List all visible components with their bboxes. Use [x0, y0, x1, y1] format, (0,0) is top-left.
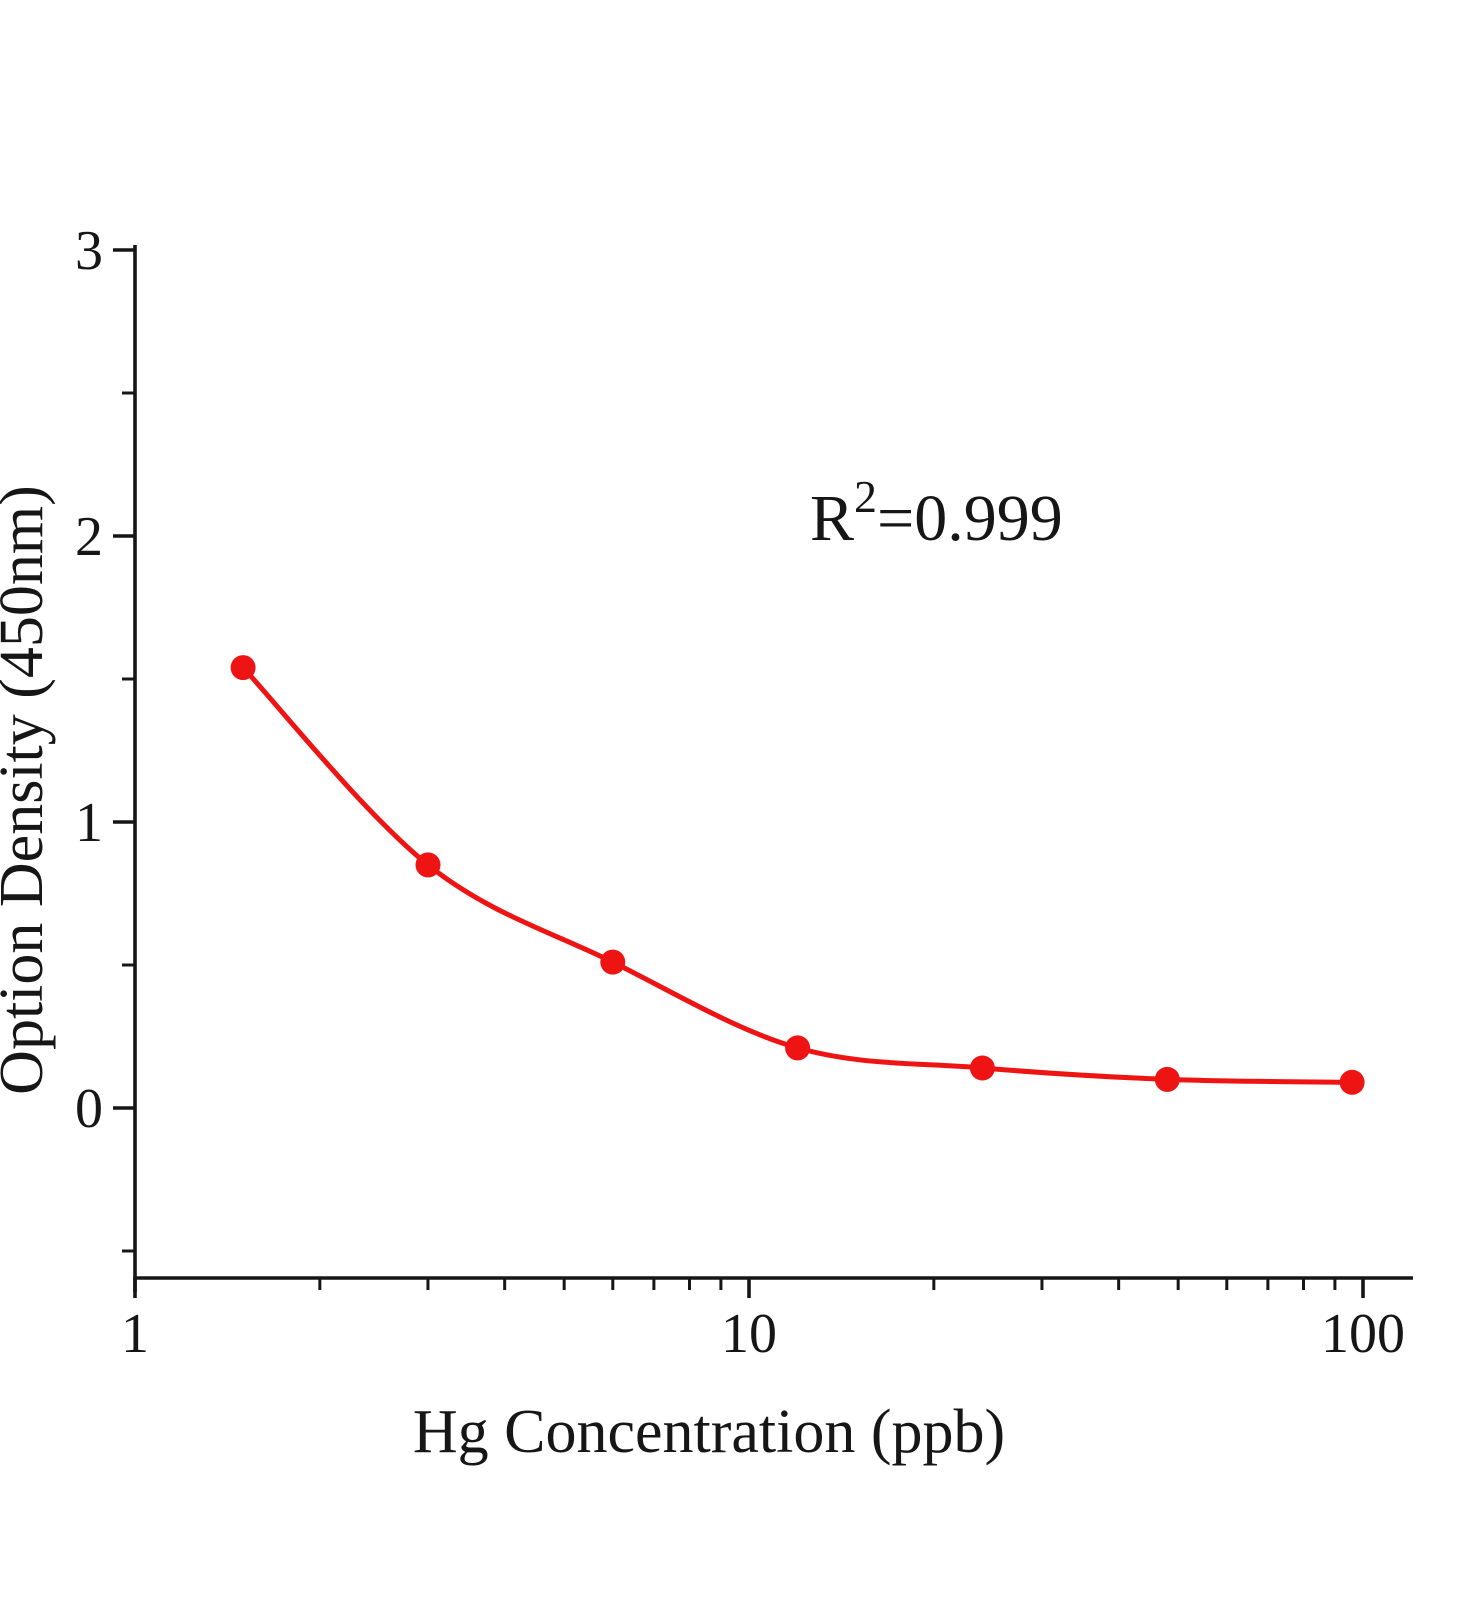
data-point	[785, 1035, 811, 1061]
y-tick-label: 2	[75, 506, 103, 568]
y-axis-title: Option Density (450nm)	[0, 485, 56, 1095]
axes: 1 10 100 0 1 2 3	[75, 220, 1413, 1365]
data-point	[1154, 1066, 1180, 1092]
x-tick-label: 100	[1321, 1303, 1405, 1365]
data-point	[1339, 1069, 1365, 1095]
y-tick-label: 1	[75, 792, 103, 854]
r-squared-annotation: R2=0.999	[810, 471, 1063, 555]
data-point	[600, 949, 626, 975]
y-tick-label: 0	[75, 1078, 103, 1140]
data-point	[415, 852, 441, 878]
data-series	[230, 655, 1365, 1095]
x-tick-label: 1	[121, 1303, 149, 1365]
data-point	[230, 655, 256, 681]
data-point	[969, 1055, 995, 1081]
x-tick-label: 10	[721, 1303, 777, 1365]
fit-curve	[240, 665, 1355, 1085]
y-tick-label: 3	[75, 220, 103, 282]
x-axis-title: Hg Concentration (ppb)	[413, 1398, 1005, 1466]
